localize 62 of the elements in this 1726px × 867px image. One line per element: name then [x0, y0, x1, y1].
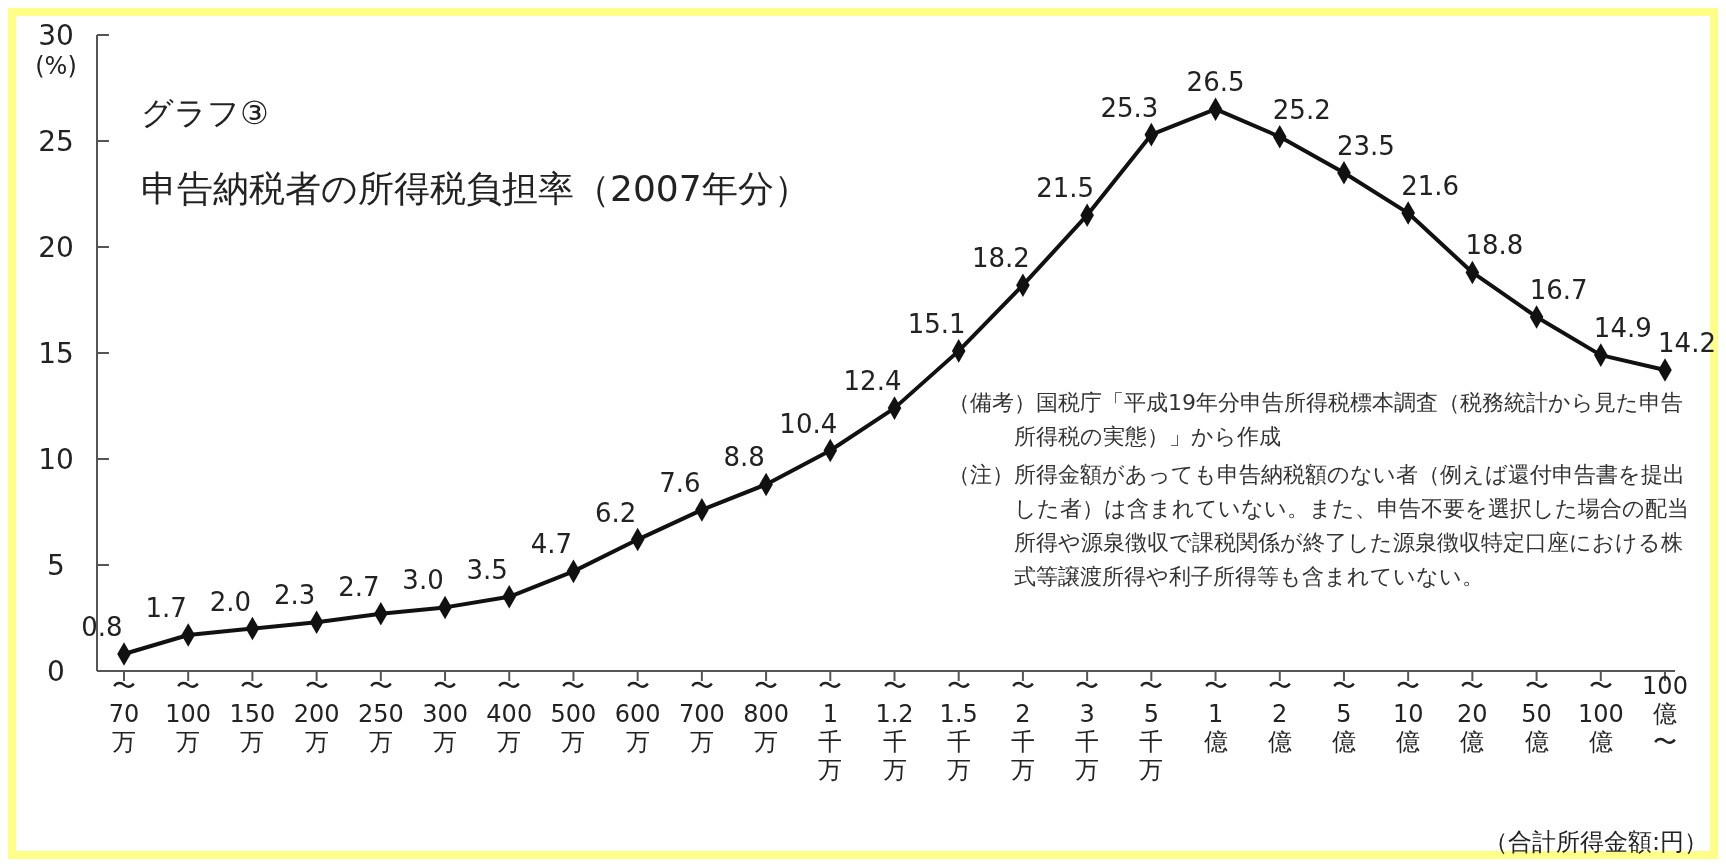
- x-tick-label: 〜50億: [1521, 672, 1552, 756]
- data-label: 10.4: [779, 408, 838, 439]
- data-label: 18.2: [971, 243, 1030, 274]
- x-tick-label: 〜1.5千万: [939, 672, 978, 784]
- data-label: 2.7: [338, 571, 380, 602]
- data-label: 14.2: [1658, 327, 1716, 358]
- data-label: 26.5: [1186, 67, 1245, 98]
- x-tick-label: 〜600万: [614, 672, 661, 756]
- y-tick-label: 10: [38, 442, 74, 476]
- annotation: （注）所得金額があっても申告納税額のない者（例えば還付申告書を提出した者）は含まれていない。また、申告不要を選択した場合の配当所得や源泉徴収で課税関係が終了した源泉徴収特定口座における株式等譲渡所得や利子所得等も含まれていない。: [948, 462, 1689, 589]
- x-tick-label: 〜300万: [422, 672, 468, 756]
- data-label: 25.2: [1272, 94, 1331, 125]
- y-tick-label: 25: [38, 124, 74, 158]
- x-tick-label: 〜2千万: [1010, 672, 1035, 784]
- x-tick-label: 〜5億: [1331, 672, 1356, 756]
- x-tick-label: 〜1.2千万: [875, 672, 914, 784]
- x-tick-label: 〜700万: [678, 672, 725, 756]
- data-label: 14.9: [1593, 313, 1652, 344]
- x-tick-label: 〜500万: [550, 672, 597, 756]
- data-label: 2.0: [209, 586, 252, 617]
- data-label: 12.4: [843, 366, 902, 397]
- x-tick-label: 〜200万: [293, 672, 340, 756]
- y-tick-label: 5: [47, 548, 65, 582]
- x-tick-label: 〜70万: [108, 672, 140, 756]
- text: 申告納税者の所得税負担率（2007年分）: [141, 168, 810, 209]
- y-tick-label: 30: [38, 18, 74, 52]
- y-tick-label: 0: [47, 654, 65, 688]
- x-axis-title: （合計所得金額:円）: [1483, 828, 1708, 856]
- x-tick-label: 〜100億: [1577, 672, 1624, 756]
- annotation: （備考）国税庁「平成19年分申告所得税標本調査（税務統計から見た申告所得税の実態）」から作成: [948, 390, 1683, 449]
- x-tick-label: 〜20億: [1457, 672, 1488, 756]
- data-label: 21.5: [1036, 173, 1095, 204]
- data-label: 3.0: [402, 565, 444, 596]
- text: グラフ③: [141, 94, 269, 132]
- x-tick-label: 〜10億: [1392, 672, 1424, 756]
- data-label: 1.7: [145, 592, 187, 623]
- data-label: 2.3: [273, 580, 316, 611]
- data-label: 16.7: [1529, 274, 1588, 305]
- data-label: 23.5: [1337, 130, 1395, 161]
- x-tick-label: 〜5千万: [1139, 672, 1164, 784]
- data-label: 8.8: [723, 442, 765, 473]
- x-tick-label: 〜2億: [1267, 672, 1292, 756]
- x-tick-label: 〜150万: [229, 672, 276, 756]
- data-label: 25.3: [1100, 92, 1159, 123]
- data-label: 3.5: [466, 554, 508, 585]
- x-tick-label: 100億〜: [1642, 672, 1688, 756]
- data-label: 21.6: [1401, 171, 1460, 202]
- data-label: 7.6: [659, 467, 701, 498]
- y-axis-title: (%): [35, 52, 77, 80]
- data-label: 6.2: [594, 497, 637, 528]
- x-tick-label: 〜250万: [357, 672, 404, 756]
- x-tick-label: 〜1億: [1203, 672, 1228, 756]
- y-tick-label: 15: [38, 336, 74, 370]
- y-tick-label: 20: [38, 230, 74, 264]
- data-label: 15.1: [907, 308, 966, 339]
- x-tick-label: 〜1千万: [818, 672, 843, 784]
- data-label: 4.7: [530, 529, 573, 560]
- x-tick-label: 〜3千万: [1075, 672, 1100, 784]
- x-tick-label: 〜100万: [165, 672, 212, 756]
- x-tick-label: 〜800万: [743, 672, 789, 756]
- data-label: 18.8: [1465, 230, 1524, 261]
- x-tick-label: 〜400万: [486, 672, 533, 756]
